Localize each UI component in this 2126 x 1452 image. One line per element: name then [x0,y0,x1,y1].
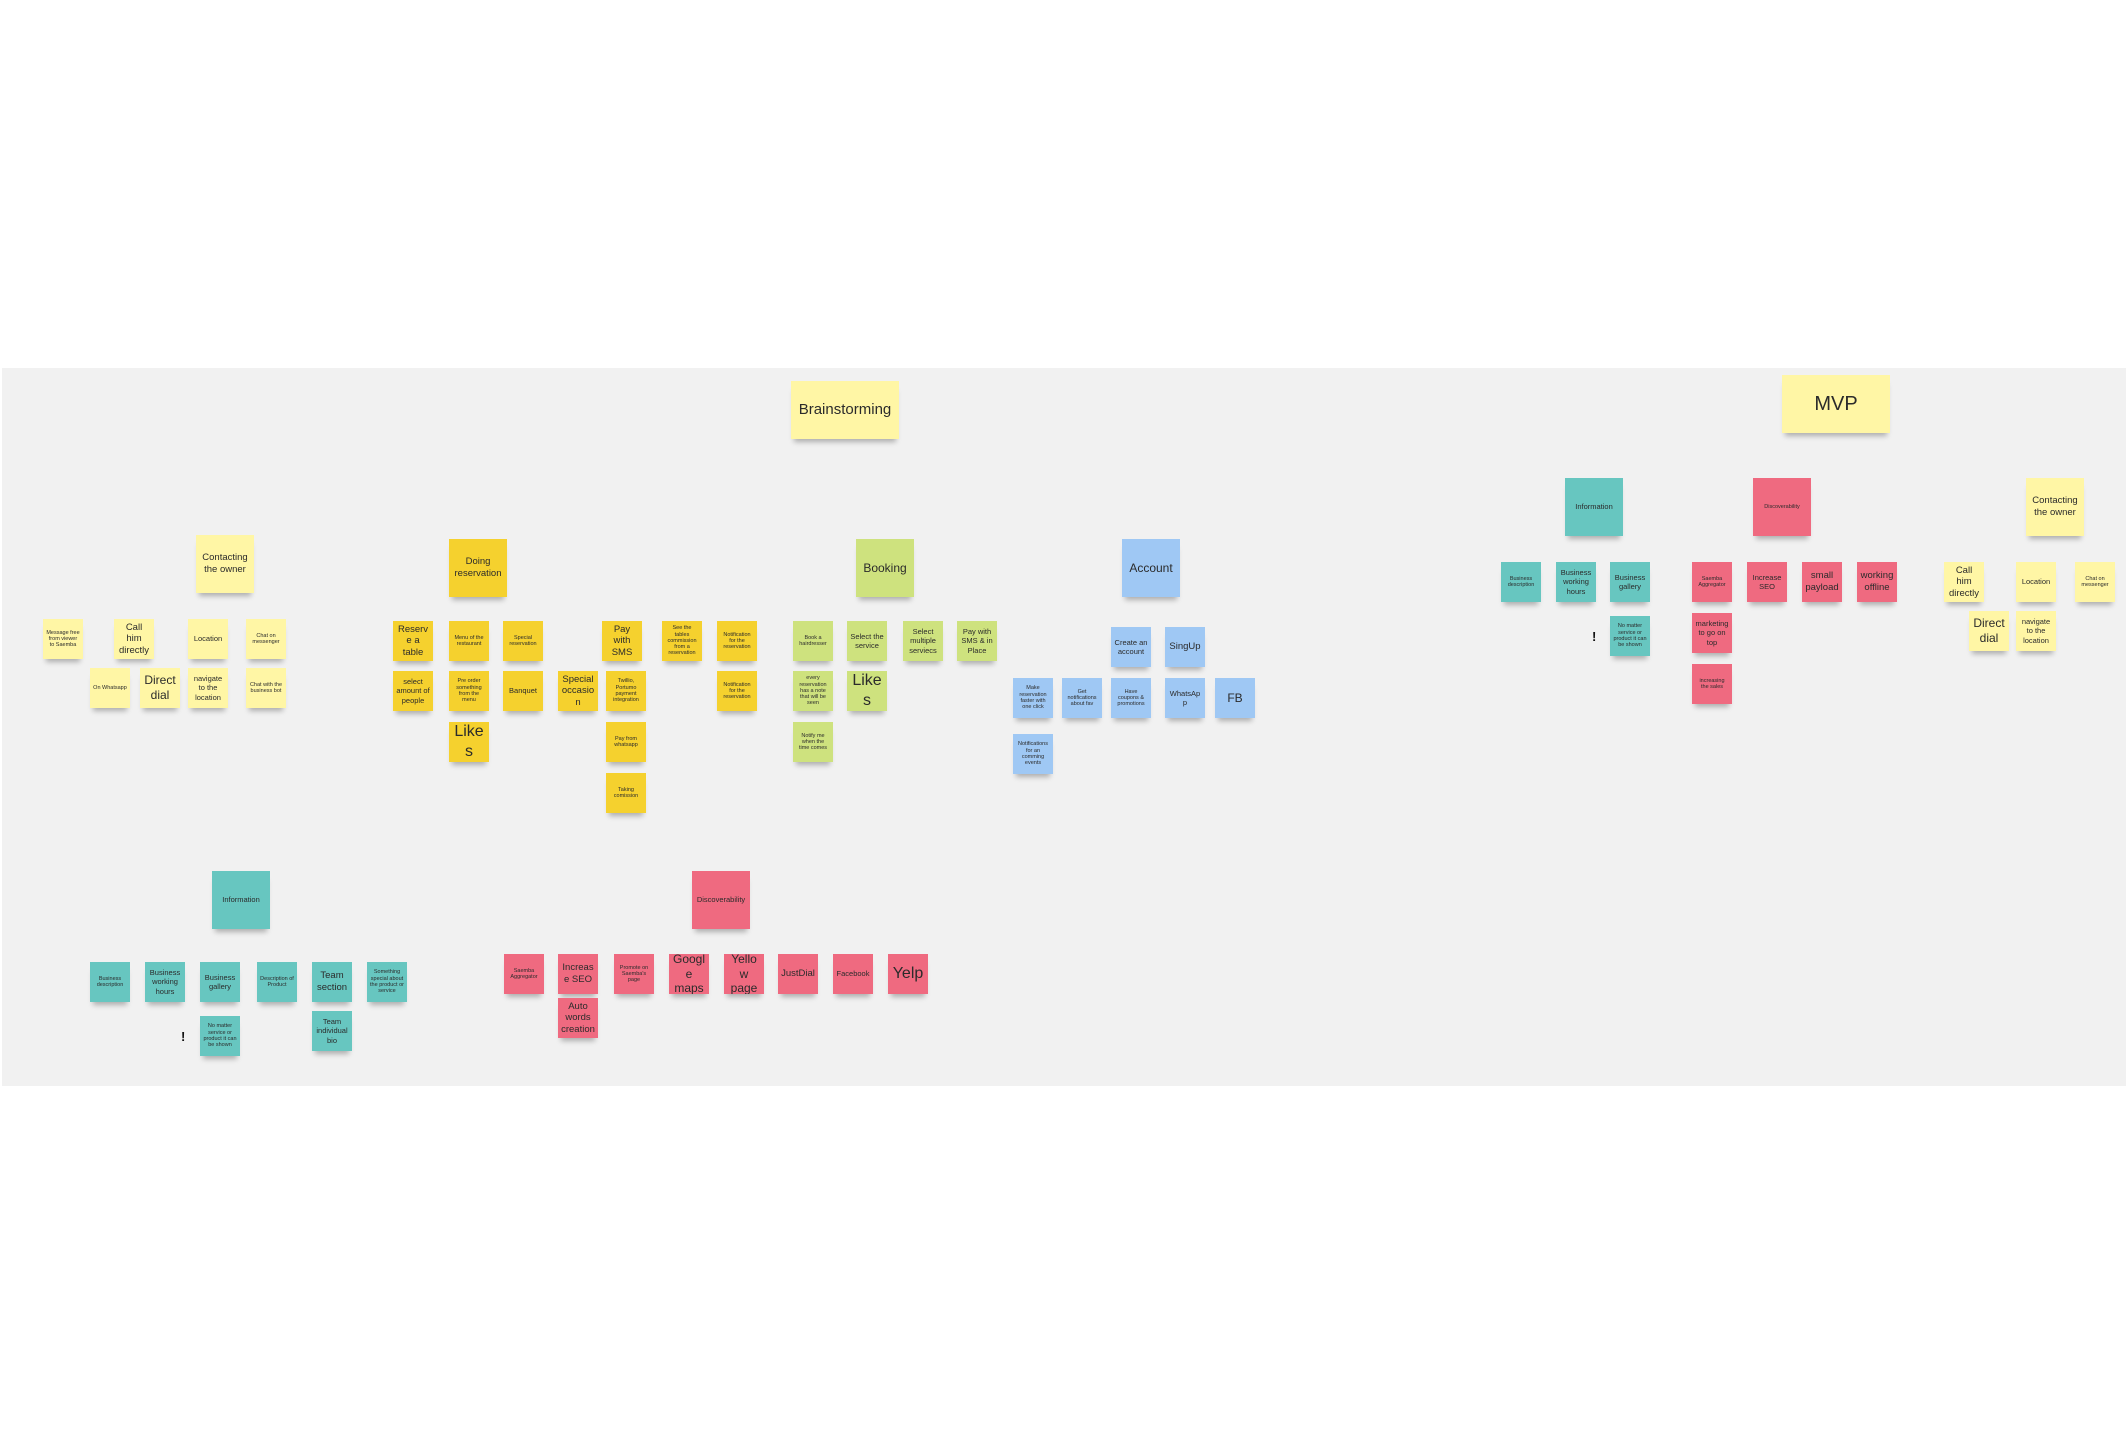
sticky-taking-commission[interactable]: Taking comission [606,773,646,813]
sticky-special-reservation[interactable]: Special reservation [503,621,543,661]
mvp-contacting-header[interactable]: Contacting the owner [2026,478,2084,536]
exclamation-mark: ! [181,1029,186,1044]
sticky-google-maps[interactable]: Google maps [669,954,709,994]
sticky-notifications-events[interactable]: Notifications for an comming events [1013,734,1053,774]
mvp-sticky-business-description[interactable]: Business description [1501,562,1541,602]
mvp-sticky-chat-messenger[interactable]: Chat on messenger [2075,562,2115,602]
sticky-yellow-page[interactable]: Yellow page [724,954,764,994]
discoverability-header[interactable]: Discoverability [692,871,750,929]
sticky-team-section[interactable]: Team section [312,962,352,1002]
sticky-call-directly[interactable]: Call him directly [114,619,154,659]
sticky-likes[interactable]: Likes [449,722,489,762]
mvp-discoverability-header[interactable]: Discoverability [1753,478,1811,536]
sticky-signup[interactable]: SingUp [1165,627,1205,667]
brainstorming-title[interactable]: Brainstorming [791,381,899,439]
sticky-notification-1[interactable]: Notification for the reservation [717,621,757,661]
mvp-sticky-working-hours[interactable]: Business working hours [1556,562,1596,602]
mvp-sticky-no-matter[interactable]: No matter service or product it can be s… [1610,616,1650,656]
mvp-sticky-aggregator[interactable]: Saemba Aggregator [1692,562,1732,602]
sticky-team-bio[interactable]: Team individual bio [312,1011,352,1051]
sticky-account-whatsapp[interactable]: WhatsApp [1165,678,1205,718]
sticky-something-special[interactable]: Something special about the product or s… [367,962,407,1002]
mvp-sticky-increasing-sales[interactable]: increasing the sales [1692,664,1732,704]
sticky-pay-sms[interactable]: Pay with SMS [602,621,642,661]
sticky-make-reservation[interactable]: Make reservation faster with one click [1013,678,1053,718]
sticky-business-gallery[interactable]: Business gallery [200,962,240,1002]
sticky-booking-likes[interactable]: Likes [847,671,887,711]
sticky-message-free[interactable]: Message free from viewer to Saemba [43,619,83,659]
sticky-notification-2[interactable]: Notification for the reservation [717,671,757,711]
sticky-location[interactable]: Location [188,619,228,659]
sticky-create-account[interactable]: Create an account [1111,627,1151,667]
sticky-facebook[interactable]: Facebook [833,954,873,994]
sticky-every-reservation[interactable]: every reservation has a note that will b… [793,671,833,711]
sticky-twilio-integration[interactable]: Twillio, Portumo payment integration [606,671,646,711]
mvp-sticky-small-payload[interactable]: small payload [1802,562,1842,602]
sticky-fb[interactable]: FB [1215,678,1255,718]
mvp-information-header[interactable]: Information [1565,478,1623,536]
sticky-notify-me[interactable]: Notify me when the time comes [793,722,833,762]
sticky-yelp[interactable]: Yelp [888,954,928,994]
sticky-pay-whatsapp[interactable]: Pay from whatsapp [606,722,646,762]
booking-header[interactable]: Booking [856,539,914,597]
mvp-sticky-business-gallery[interactable]: Business gallery [1610,562,1650,602]
sticky-justdial[interactable]: JustDial [778,954,818,994]
sticky-select-service[interactable]: Select the service [847,621,887,661]
sticky-select-multiple[interactable]: Select multiple serviecs [903,621,943,661]
mvp-sticky-location[interactable]: Location [2016,562,2056,602]
sticky-no-matter[interactable]: No matter service or product it can be s… [200,1016,240,1056]
mvp-sticky-increase-seo[interactable]: Increase SEO [1747,562,1787,602]
sticky-saemba-aggregator[interactable]: Saemba Aggregator [504,954,544,994]
sticky-product-description[interactable]: Description of Product [257,962,297,1002]
sticky-special-occasion[interactable]: Special occasion [558,671,598,711]
sticky-promote-page[interactable]: Promote on Saemba's page [614,954,654,994]
sticky-chat-messenger[interactable]: Chat on messenger [246,619,286,659]
sticky-business-description[interactable]: Business description [90,962,130,1002]
sticky-pay-sms-place[interactable]: Pay with SMS & in Place [957,621,997,661]
sticky-banquet[interactable]: Banquet [503,671,543,711]
contacting-header[interactable]: Contacting the owner [196,535,254,593]
mvp-title[interactable]: MVP [1782,375,1890,433]
sticky-get-notifications[interactable]: Get notifications about fav [1062,678,1102,718]
sticky-increase-seo[interactable]: Increase SEO [558,954,598,994]
sticky-table-commission[interactable]: See the tables commission from a reserva… [662,621,702,661]
sticky-select-amount[interactable]: select amount of people [393,671,433,711]
mvp-sticky-marketing[interactable]: marketing to go on top [1692,613,1732,653]
information-header[interactable]: Information [212,871,270,929]
sticky-reserve-table[interactable]: Reserve a table [393,621,433,661]
sticky-auto-words[interactable]: Auto words creation [558,998,598,1038]
mvp-sticky-direct-dial[interactable]: Direct dial [1969,611,2009,651]
sticky-on-whatsapp[interactable]: On Whatsapp [90,668,130,708]
sticky-have-coupons[interactable]: Have coupons & promotions [1111,678,1151,718]
mvp-sticky-navigate-location[interactable]: navigate to the location [2016,611,2056,651]
sticky-business-bot[interactable]: Chat with the business bot [246,668,286,708]
sticky-working-hours[interactable]: Business working hours [145,962,185,1002]
mvp-sticky-call-directly[interactable]: Call him directly [1944,562,1984,602]
mvp-exclamation-mark: ! [1592,629,1597,644]
sticky-direct-dial[interactable]: Direct dial [140,668,180,708]
mvp-sticky-working-offline[interactable]: working offline [1857,562,1897,602]
sticky-preorder[interactable]: Pre order something from the menu [449,671,489,711]
reservation-header[interactable]: Doing reservation [449,539,507,597]
account-header[interactable]: Account [1122,539,1180,597]
sticky-menu-restaurant[interactable]: Menu of the restaurant [449,621,489,661]
sticky-navigate-location[interactable]: navigate to the location [188,668,228,708]
sticky-book-hairdresser[interactable]: Book a hairdresser [793,621,833,661]
